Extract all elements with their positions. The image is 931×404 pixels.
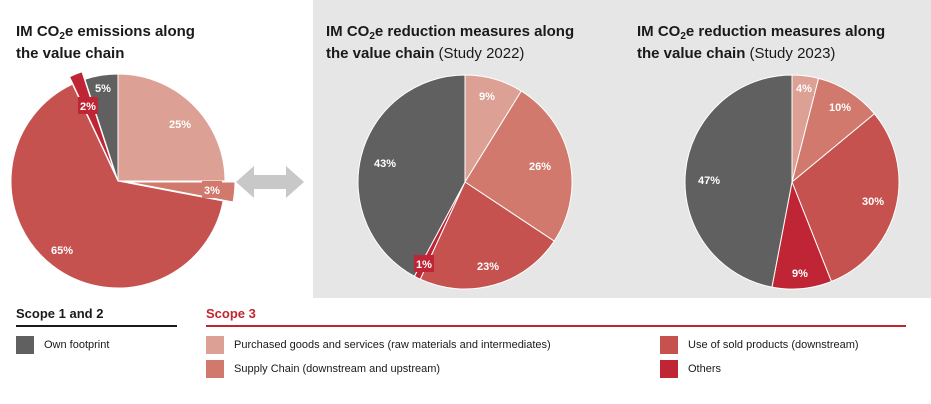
chart3-title: IM CO2e reduction measures along the val…: [637, 23, 886, 62]
legend-label-use-of-sold-products: Use of sold products (downstream): [688, 339, 859, 351]
chart3-data-label: 10%: [829, 102, 851, 114]
legend-label-purchased-goods: Purchased goods and services (raw materi…: [234, 339, 551, 351]
legend-swatch-supply-chain: [206, 360, 224, 378]
legend-swatch-own-footprint: [16, 336, 34, 354]
chart2-data-label: 9%: [479, 91, 495, 103]
chart1-title: IM CO2e emissions along the value chain: [16, 23, 195, 62]
chart3-label-box: [794, 79, 814, 96]
chart3-data-label: 30%: [862, 196, 884, 208]
legend-label-supply-chain: Supply Chain (downstream and upstream): [234, 363, 441, 375]
double-arrow-icon: [236, 166, 304, 198]
chart2-title: IM CO2e reduction measures along the val…: [326, 23, 575, 62]
chart1-data-label: 3%: [204, 185, 220, 197]
chart1-data-label: 65%: [51, 245, 73, 257]
legend-swatch-purchased-goods: [206, 336, 224, 354]
chart2-slice-own-footprint: [357, 74, 466, 277]
scope12-legend-title: Scope 1 and 2: [16, 306, 177, 327]
chart1-data-label: 25%: [169, 119, 191, 131]
chart2-data-label: 43%: [374, 158, 396, 170]
legend-use-of-sold-products: Use of sold products (downstream): [660, 336, 859, 354]
scope3-legend-title: Scope 3: [206, 306, 906, 327]
pie-charts-canvas: 25% 3% 65% 2% 5% 9% 26% 23% 1% 43% 4% 10% 30% 9% 47%: [10, 71, 900, 290]
chart3-slice-own-footprint: [684, 74, 793, 288]
chart2-slice-use-of-sold-products-downstream: [419, 181, 555, 290]
chart3-data-label: 47%: [698, 175, 720, 187]
legend-supply-chain: Supply Chain (downstream and upstream): [206, 360, 440, 378]
legend-swatch-use-of-sold-products: [660, 336, 678, 354]
chart2-data-label: 1%: [416, 259, 432, 271]
legend-own-footprint: Own footprint: [16, 336, 109, 354]
legend-label-own-footprint: Own footprint: [44, 339, 110, 351]
chart1-data-label: 2%: [80, 101, 96, 113]
chart1-slice-purchased-goods-and-services-raw-materials-and-intermediates: [117, 73, 226, 182]
chart1-data-label: 5%: [95, 83, 111, 95]
legend-purchased-goods: Purchased goods and services (raw materi…: [206, 336, 551, 354]
chart2-data-label: 23%: [477, 261, 499, 273]
legend-label-others: Others: [688, 363, 722, 375]
chart3-data-label: 4%: [796, 83, 812, 95]
legend-swatch-others: [660, 360, 678, 378]
chart1-label-box: [78, 97, 98, 114]
chart3-slice-use-of-sold-products-downstream: [791, 113, 900, 283]
chart1-label-box: [202, 181, 222, 198]
chart2-data-label: 26%: [529, 161, 551, 173]
legend-others: Others: [660, 360, 721, 378]
chart2-slice-supply-chain-downstream-and-upstream: [464, 90, 573, 242]
chart2-label-box: [414, 255, 434, 272]
chart1-slice-use-of-sold-products-downstream: [10, 83, 224, 289]
chart3-data-label: 9%: [792, 268, 808, 280]
